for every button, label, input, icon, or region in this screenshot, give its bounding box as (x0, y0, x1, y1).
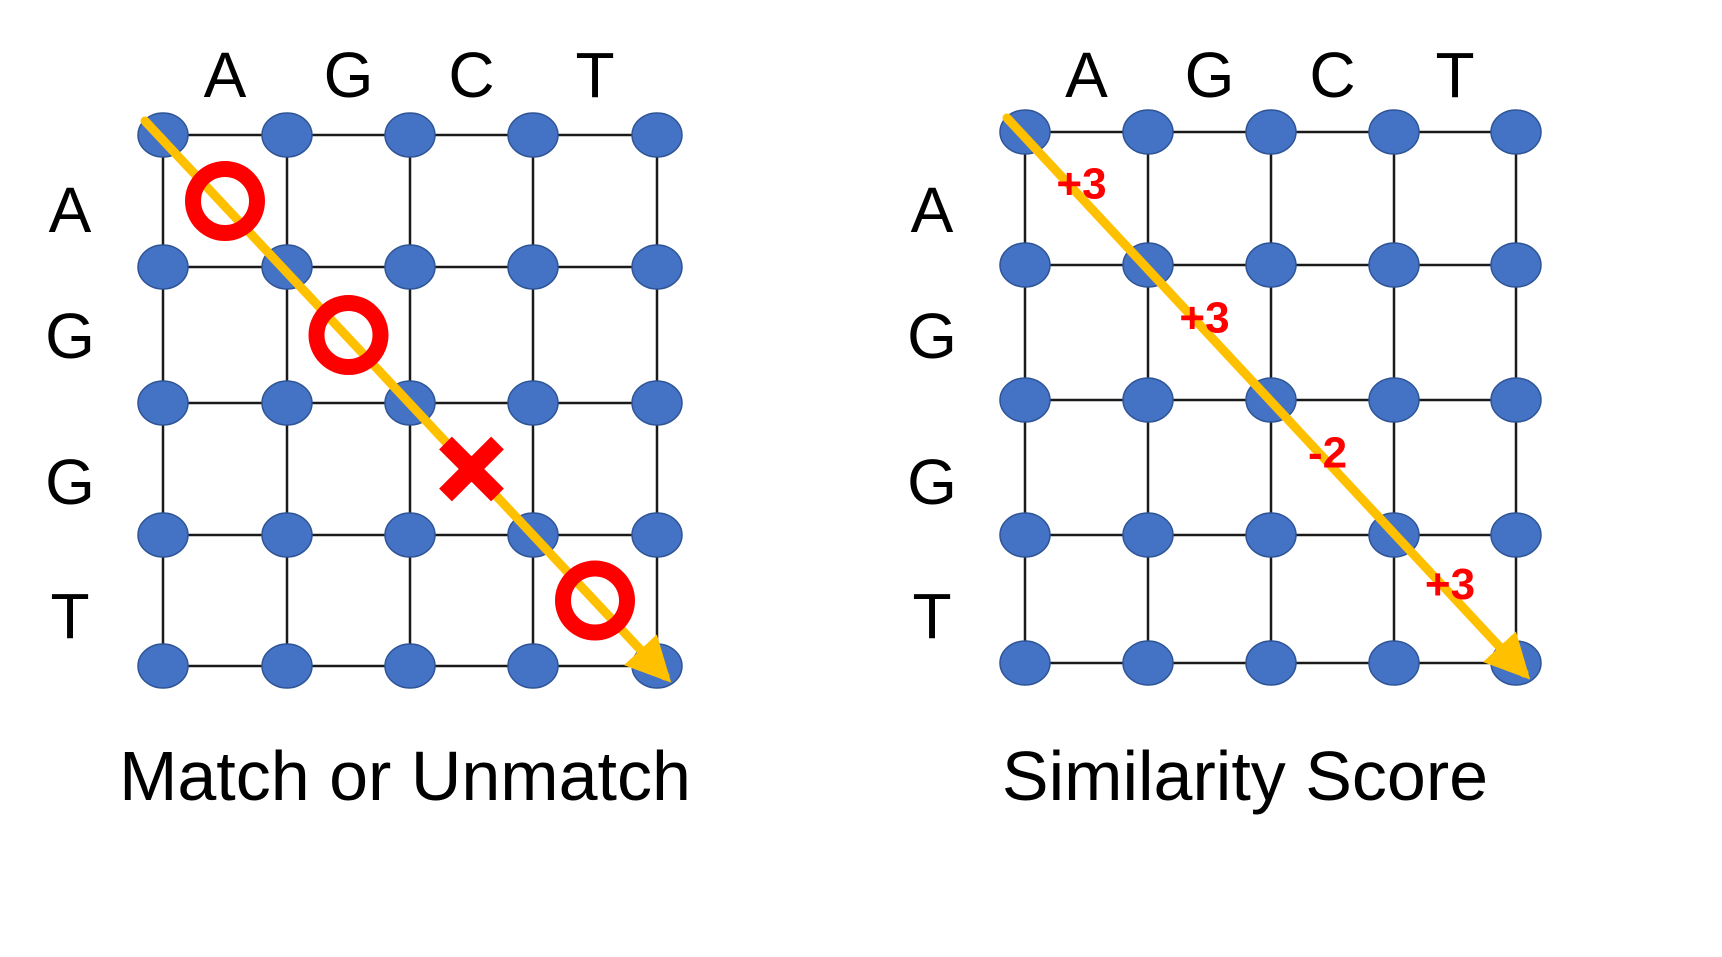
circle-icon (185, 161, 265, 241)
score-panel: +3 +3 -2 +3 A G C T A G G T Similarity S… (907, 39, 1542, 815)
grid-node (507, 380, 559, 426)
column-letter: A (204, 39, 247, 111)
grid-node (137, 643, 189, 689)
grid-node (261, 643, 313, 689)
row-letter: T (912, 580, 951, 652)
grid-node (261, 380, 313, 426)
grid-node (137, 380, 189, 426)
grid-node (631, 112, 683, 158)
grid-node (1490, 109, 1542, 155)
grid-node (507, 112, 559, 158)
cross-stroke (439, 436, 504, 502)
score-label: -2 (1308, 429, 1347, 478)
column-letter: G (324, 39, 374, 111)
grid-node (384, 643, 436, 689)
score-caption: Similarity Score (1002, 737, 1488, 815)
grid-node (1245, 512, 1297, 558)
score-label: +3 (1425, 560, 1475, 609)
row-letter: G (45, 300, 95, 372)
column-letter: T (575, 39, 614, 111)
grid-node (1122, 512, 1174, 558)
row-letter: A (49, 174, 92, 246)
grid-node (384, 112, 436, 158)
match-caption: Match or Unmatch (119, 737, 691, 815)
column-letter: A (1065, 39, 1108, 111)
grid-node (1368, 377, 1420, 423)
grid-node (261, 512, 313, 558)
grid-node (999, 512, 1051, 558)
cross-icon (439, 436, 504, 502)
grid-node (137, 244, 189, 290)
circle-icon (308, 295, 389, 375)
grid-node (384, 244, 436, 290)
row-letter: G (45, 446, 95, 518)
grid-node (1245, 640, 1297, 686)
row-letter: A (911, 174, 954, 246)
grid-node (631, 512, 683, 558)
grid-node (1122, 640, 1174, 686)
score-alignment-arrow (1002, 113, 1531, 680)
match-marks (185, 161, 635, 641)
grid-node (1368, 109, 1420, 155)
grid-node (999, 377, 1051, 423)
grid-node (261, 112, 313, 158)
grid-node (1490, 512, 1542, 558)
grid-node (1245, 242, 1297, 288)
grid-node (1490, 242, 1542, 288)
row-letter: T (50, 580, 89, 652)
row-letter: G (907, 446, 957, 518)
match-alignment-arrow (140, 116, 672, 683)
column-letter: C (448, 39, 494, 111)
grid-node (1368, 640, 1420, 686)
grid-node (631, 244, 683, 290)
grid-node (507, 643, 559, 689)
column-letter: T (1435, 39, 1474, 111)
circle-icon (555, 560, 635, 641)
grid-node (1490, 377, 1542, 423)
score-label: +3 (1056, 160, 1106, 209)
score-label: +3 (1179, 294, 1229, 343)
grid-node (1245, 109, 1297, 155)
row-letter: G (907, 300, 957, 372)
column-letter: G (1185, 39, 1235, 111)
grid-node (999, 242, 1051, 288)
grid-node (1368, 242, 1420, 288)
grid-node (507, 244, 559, 290)
grid-node (384, 512, 436, 558)
grid-node (1122, 109, 1174, 155)
grid-node (137, 512, 189, 558)
grid-node (999, 640, 1051, 686)
column-letter: C (1309, 39, 1355, 111)
grid-node (1122, 377, 1174, 423)
match-panel: A G C T A G G T Match or Unmatch (45, 39, 691, 815)
grid-node (631, 380, 683, 426)
